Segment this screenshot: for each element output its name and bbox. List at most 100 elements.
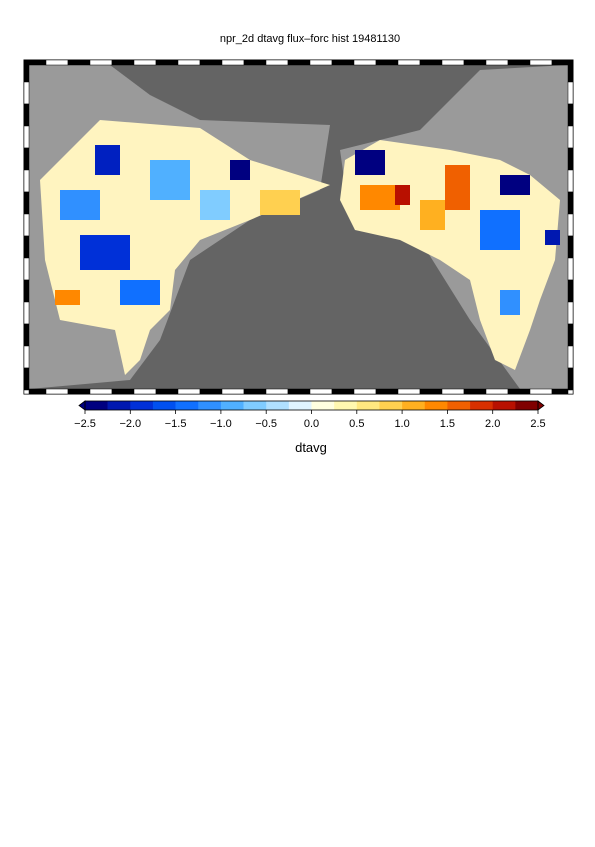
frame-segment [23, 191, 30, 215]
colorbar-tick-label: −0.5 [255, 418, 277, 430]
frame-segment [567, 147, 574, 171]
frame-segment [441, 59, 465, 66]
frame-segment [243, 59, 267, 66]
frame-segment [397, 59, 421, 66]
colorbar-swatch [470, 401, 493, 410]
frame-segment [23, 367, 30, 391]
map-frame [23, 59, 574, 395]
colorbar-tick-label: 1.5 [440, 418, 455, 430]
frame-segment [265, 59, 289, 66]
frame-segment [177, 59, 201, 66]
frame-segment [353, 388, 377, 395]
frame-segment [567, 367, 574, 391]
frame-segment [567, 59, 574, 83]
colorbar-swatch [515, 401, 539, 410]
frame-segment [89, 388, 113, 395]
frame-segment [23, 213, 30, 237]
colorbar-tick-label: 0.5 [349, 418, 364, 430]
colorbar-swatch [130, 401, 154, 410]
frame-segment [23, 59, 30, 83]
frame-segment [397, 388, 421, 395]
frame-segment [529, 59, 553, 66]
frame-segment [67, 59, 91, 66]
frame-segment [567, 323, 574, 347]
frame-segment [133, 59, 157, 66]
colorbar-swatch [311, 401, 335, 410]
frame-segment [287, 59, 311, 66]
colorbar-swatch [447, 401, 471, 410]
frame-segment [331, 59, 355, 66]
colorbar-swatch [198, 401, 222, 410]
frame-segment [463, 388, 487, 395]
frame-segment [265, 388, 289, 395]
map [23, 59, 574, 395]
frame-segment [23, 81, 30, 105]
colorbar: −2.5 −2.0 −1.5 −1.0 −0.5 0.0 0.5 1.0 1.5 2.0 2.5 [74, 400, 546, 430]
frame-segment [419, 388, 443, 395]
colorbar-swatch [334, 401, 358, 410]
colorbar-tick-label: 2.0 [485, 418, 500, 430]
frame-segment [221, 388, 245, 395]
frame-segment [507, 59, 531, 66]
frame-segment [353, 59, 377, 66]
frame-segment [567, 279, 574, 303]
colorbar-swatch [175, 401, 199, 410]
colorbar-swatch [492, 401, 516, 410]
colorbar-tick-label: 1.0 [394, 418, 409, 430]
frame-segment [111, 59, 135, 66]
frame-segment [567, 257, 574, 281]
frame-segment [23, 257, 30, 281]
frame-segment [507, 388, 531, 395]
frame-segment [485, 59, 509, 66]
frame-segment [133, 388, 157, 395]
frame-segment [375, 388, 399, 395]
map-title: npr_2d dtavg flux–forc hist 19481130 [220, 33, 400, 45]
frame-segment [375, 59, 399, 66]
colorbar-tick-label: −2.0 [119, 418, 141, 430]
frame-segment [567, 389, 574, 395]
frame-segment [221, 59, 245, 66]
colorbar-label: dtavg [295, 440, 327, 455]
colorbar-tick-label: 2.5 [530, 418, 545, 430]
frame-segment [23, 147, 30, 171]
colorbar-tick-label: −1.5 [165, 418, 187, 430]
frame-segment [567, 301, 574, 325]
frame-segment [567, 213, 574, 237]
colorbar-tick-label: 0.0 [304, 418, 319, 430]
frame-segment [309, 388, 333, 395]
frame-segment [177, 388, 201, 395]
frame-segment [23, 125, 30, 149]
frame-segment [45, 59, 69, 66]
frame-segment [23, 169, 30, 193]
data-region-asia [40, 120, 330, 375]
colorbar-swatch [85, 401, 108, 410]
colorbar-swatch [152, 401, 176, 410]
frame-segment [567, 103, 574, 127]
colorbar-swatch [402, 401, 426, 410]
colorbar-tick-label: −1.0 [210, 418, 232, 430]
frame-segment [155, 59, 179, 66]
colorbar-tick-label: −2.5 [74, 418, 96, 430]
frame-segment [441, 388, 465, 395]
frame-segment [67, 388, 91, 395]
frame-segment [23, 279, 30, 303]
frame-segment [23, 345, 30, 369]
colorbar-swatch [424, 401, 448, 410]
frame-segment [111, 388, 135, 395]
frame-segment [243, 388, 267, 395]
frame-segment [529, 388, 553, 395]
colorbar-swatch [220, 401, 244, 410]
frame-segment [309, 59, 333, 66]
colorbar-swatch [288, 401, 312, 410]
frame-segment [23, 235, 30, 259]
colorbar-swatch [379, 401, 403, 410]
colorbar-swatch [356, 401, 380, 410]
frame-segment [45, 388, 69, 395]
frame-segment [567, 191, 574, 215]
frame-segment [89, 59, 113, 66]
frame-segment [463, 59, 487, 66]
frame-segment [199, 388, 223, 395]
frame-segment [567, 345, 574, 369]
frame-segment [155, 388, 179, 395]
